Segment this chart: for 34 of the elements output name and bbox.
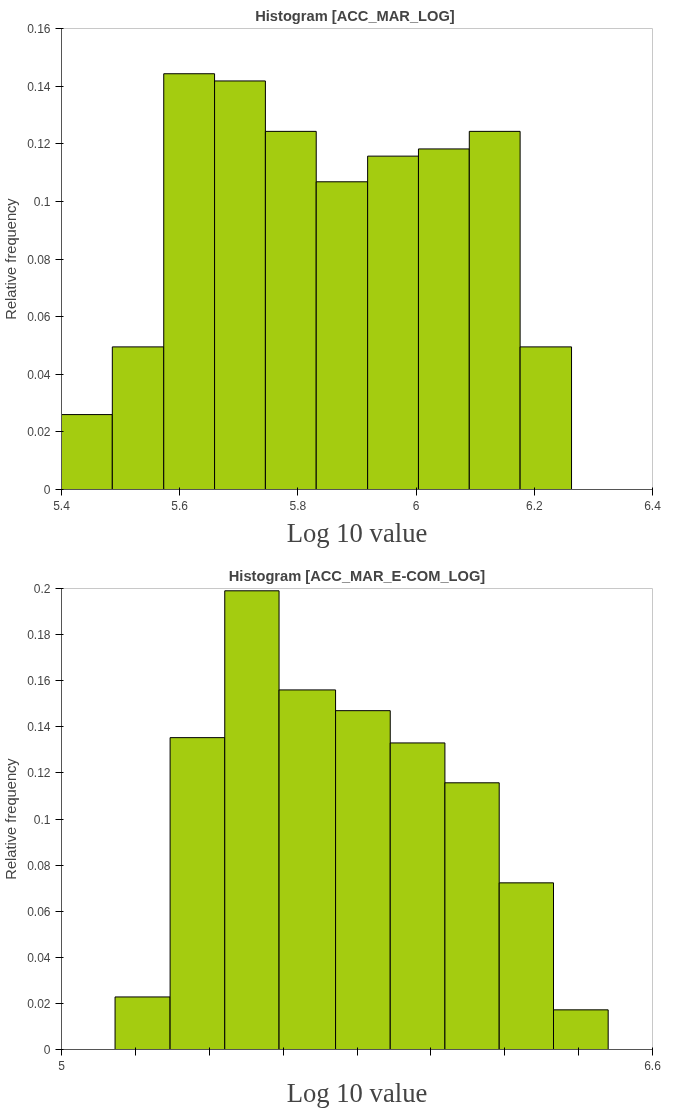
x-tick-label: 5	[58, 1058, 66, 1073]
chart-title: Histogram [ACC_MAR_E-COM_LOG]	[228, 567, 486, 584]
x-axis-title: Log 10 value	[286, 517, 428, 548]
y-tick-label: 0.16	[27, 22, 51, 36]
x-axis-title: Log 10 value	[286, 1077, 428, 1108]
y-tick-label: 0.1	[33, 194, 51, 209]
y-tick-label: 0.04	[27, 950, 51, 965]
x-tick-label: 6.2	[525, 498, 543, 513]
y-tick-label: 0.18	[27, 628, 51, 643]
y-axis-title: Relative frequency	[3, 197, 20, 320]
chart-title: Histogram [ACC_MAR_LOG]	[255, 7, 455, 24]
y-tick-label: 0.14	[27, 79, 51, 94]
x-tick-label: 5.4	[53, 498, 71, 513]
x-tick-label: 5.6	[171, 498, 189, 513]
y-tick-label: 0.08	[27, 252, 51, 267]
y-tick-label: 0.08	[27, 858, 51, 873]
y-tick-label: 0	[43, 1043, 51, 1057]
y-tick-label: 0.06	[27, 904, 51, 919]
y-tick-label: 0.12	[27, 766, 51, 781]
y-tick-label: 0.14	[27, 720, 51, 735]
y-tick-label: 0.02	[27, 996, 51, 1011]
y-tick-label: 0.16	[27, 674, 51, 689]
y-tick-label: 0.12	[27, 137, 51, 152]
y-tick-label: 0.1	[33, 812, 51, 827]
y-tick-label: 0	[43, 483, 51, 497]
x-tick-label: 6.6	[644, 1058, 662, 1073]
y-tick-label: 0.04	[27, 367, 51, 382]
x-tick-label: 6	[412, 498, 420, 513]
y-tick-label: 0.2	[33, 582, 51, 596]
y-tick-label: 0.02	[27, 425, 51, 440]
x-tick-label: 6.4	[644, 498, 662, 513]
x-tick-label: 5.8	[289, 498, 307, 513]
y-axis-title: Relative frequency	[3, 757, 20, 880]
y-tick-label: 0.06	[27, 310, 51, 325]
